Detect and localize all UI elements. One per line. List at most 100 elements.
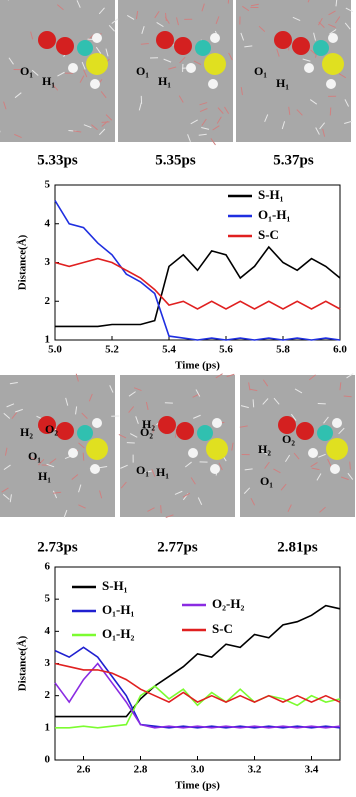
water-molecule xyxy=(215,373,223,379)
atom xyxy=(68,63,78,73)
water-molecule xyxy=(98,128,106,136)
legend-label: O₁-H₁ xyxy=(102,602,134,617)
water-molecule xyxy=(201,127,210,130)
water-molecule xyxy=(302,58,311,62)
water-molecule xyxy=(141,26,145,34)
water-molecule xyxy=(81,412,88,419)
water-molecule xyxy=(338,73,347,79)
atom xyxy=(278,416,296,434)
atom xyxy=(158,416,176,434)
water-molecule xyxy=(49,458,57,464)
water-molecule xyxy=(174,490,183,495)
atom xyxy=(328,33,338,43)
water-molecule xyxy=(126,14,135,20)
atom xyxy=(292,37,310,55)
water-molecule xyxy=(15,408,23,413)
atom xyxy=(322,53,344,75)
snapshot-time: 2.77ps xyxy=(157,539,198,555)
water-molecule xyxy=(261,449,269,456)
water-molecule xyxy=(135,11,139,20)
atom xyxy=(68,448,78,458)
water-molecule xyxy=(76,0,81,8)
y-tick-label: 6 xyxy=(45,561,51,573)
x-tick-label: 5.4 xyxy=(162,344,176,356)
y-tick-label: 3 xyxy=(45,657,51,669)
water-molecule xyxy=(228,52,233,61)
water-molecule xyxy=(262,398,269,405)
atom xyxy=(176,422,194,440)
atom xyxy=(77,425,93,441)
water-molecule xyxy=(6,403,15,408)
water-molecule xyxy=(3,412,11,419)
water-molecule xyxy=(78,442,85,449)
water-molecule xyxy=(242,5,250,12)
water-molecule xyxy=(294,388,303,394)
water-molecule xyxy=(346,373,354,379)
water-molecule xyxy=(199,108,208,113)
series-line xyxy=(55,245,341,328)
atom-label: H₂ xyxy=(258,442,271,456)
atom xyxy=(296,422,314,440)
water-molecule xyxy=(71,474,79,480)
snapshot-time: 2.81ps xyxy=(277,539,318,555)
atom xyxy=(186,63,196,73)
water-molecule xyxy=(292,16,301,22)
water-molecule xyxy=(187,134,191,142)
series-line xyxy=(54,200,341,341)
atom-label: H₁ xyxy=(156,465,169,479)
water-molecule xyxy=(14,133,22,139)
water-molecule xyxy=(147,507,155,512)
water-molecule xyxy=(217,107,224,114)
water-molecule xyxy=(138,102,142,111)
plot-frame xyxy=(54,184,341,341)
water-molecule xyxy=(108,25,115,32)
water-molecule xyxy=(249,388,258,392)
water-molecule xyxy=(88,393,93,402)
atom-label: O₂ xyxy=(282,432,295,446)
water-molecule xyxy=(216,116,222,124)
water-molecule xyxy=(79,75,85,83)
water-molecule xyxy=(82,452,85,461)
water-molecule xyxy=(318,21,325,28)
water-molecule xyxy=(315,127,320,135)
atom-label: O₁ xyxy=(254,64,267,78)
water-molecule xyxy=(37,458,45,466)
atom xyxy=(208,79,218,89)
water-molecule xyxy=(160,505,162,514)
water-molecule xyxy=(28,456,37,461)
atom-label: O₁ xyxy=(136,64,149,78)
y-tick-label: 0 xyxy=(45,754,51,766)
water-molecule xyxy=(227,0,230,4)
water-molecule xyxy=(281,121,286,130)
water-molecule xyxy=(193,414,201,419)
water-molecule xyxy=(345,7,354,13)
water-molecule xyxy=(201,3,205,12)
water-molecule xyxy=(329,107,332,116)
atom xyxy=(274,31,292,49)
water-molecule xyxy=(318,17,323,26)
water-molecule xyxy=(81,61,86,70)
water-molecule xyxy=(280,483,287,491)
y-tick-label: 4 xyxy=(45,217,51,229)
atom xyxy=(317,425,333,441)
atom xyxy=(197,425,213,441)
atom-label: H₂ xyxy=(142,417,155,431)
water-molecule xyxy=(307,0,310,3)
atom xyxy=(195,40,211,56)
series-line xyxy=(54,662,341,704)
atom-label: O₁ xyxy=(28,449,41,463)
water-molecule xyxy=(339,382,342,391)
atom-label: H₂ xyxy=(20,425,33,439)
water-molecule xyxy=(53,491,62,494)
water-molecule xyxy=(334,16,341,24)
x-axis-title: Time (ps) xyxy=(175,780,220,792)
water-molecule xyxy=(31,69,39,76)
water-molecule xyxy=(231,442,234,451)
atom xyxy=(86,53,108,75)
water-molecule xyxy=(151,469,156,477)
water-molecule xyxy=(11,412,18,420)
water-molecule xyxy=(78,504,86,509)
legend-label: S-C xyxy=(258,227,279,242)
y-tick-label: 4 xyxy=(45,625,51,637)
